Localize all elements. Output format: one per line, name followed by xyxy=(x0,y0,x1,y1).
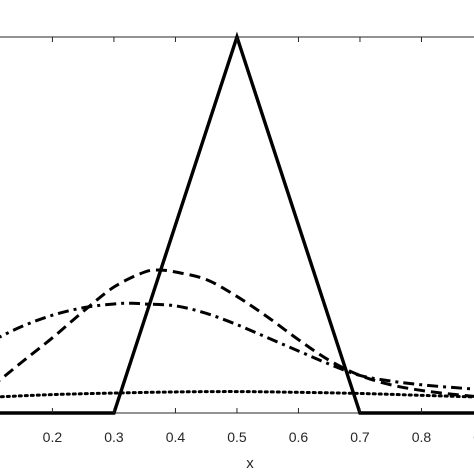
x-tick-label: 0.2 xyxy=(43,429,63,445)
x-tick-label: 0.6 xyxy=(289,429,309,445)
x-axis-label: x xyxy=(246,455,254,472)
series-line-solid xyxy=(0,31,474,415)
series-line-dashed xyxy=(0,268,474,398)
x-tick-label: 0.4 xyxy=(166,429,186,445)
series-line-dashdot xyxy=(0,301,474,391)
plot-frame xyxy=(0,36,474,414)
x-axis-ticks: 0.10.20.30.40.50.60.70.80.9 xyxy=(0,37,474,445)
x-tick-label: 0.1 xyxy=(0,429,1,445)
x-tick-label: 0.8 xyxy=(412,429,432,445)
x-tick-label: 0.3 xyxy=(104,429,124,445)
series-line-dotted xyxy=(0,390,474,399)
x-tick-label: 0.5 xyxy=(227,429,247,445)
x-tick-label: 0.7 xyxy=(350,429,370,445)
series-layer xyxy=(0,31,474,415)
